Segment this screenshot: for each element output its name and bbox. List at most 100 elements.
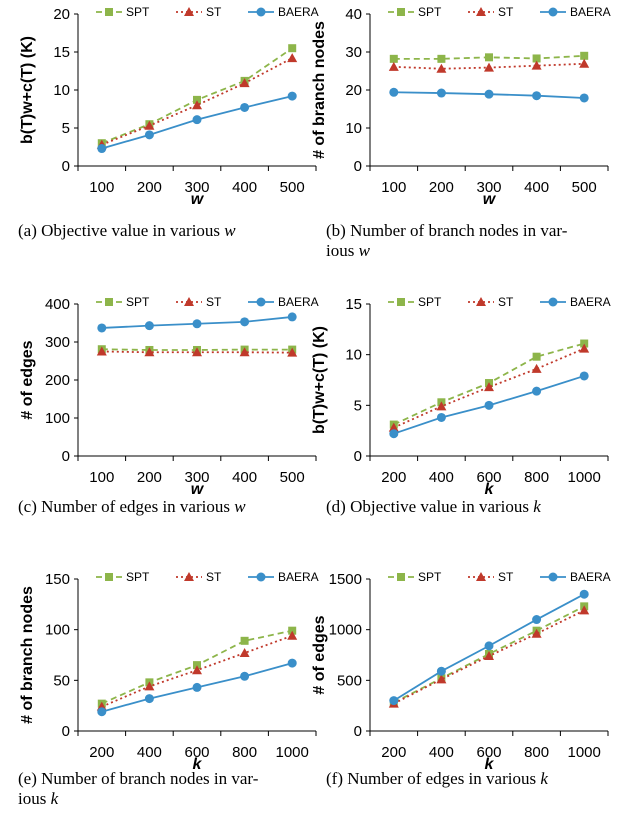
panel-caption-line2: ious k xyxy=(18,789,59,808)
data-point-baera xyxy=(484,89,494,99)
legend-label-st: ST xyxy=(498,295,514,309)
data-point-baera xyxy=(240,671,250,681)
x-tick-label: 500 xyxy=(572,179,597,196)
data-point-baera xyxy=(144,130,154,140)
data-point-baera xyxy=(287,312,297,322)
x-tick-label: 500 xyxy=(280,469,305,486)
legend-marker xyxy=(476,572,486,581)
x-tick-label: 500 xyxy=(280,179,305,196)
y-tick-label: 15 xyxy=(53,44,70,61)
x-tick-label: 400 xyxy=(524,179,549,196)
x-axis-title: w xyxy=(483,191,497,208)
data-point-baera xyxy=(436,666,446,676)
legend-label-st: ST xyxy=(206,570,222,584)
data-point-baera xyxy=(579,589,589,599)
data-point-baera xyxy=(389,429,399,439)
x-tick-label: 200 xyxy=(429,179,454,196)
caption-text: Number of branch nodes in var- xyxy=(41,769,259,788)
data-point-st xyxy=(484,62,494,72)
chart-panel-d: 0 5 10 15 200 400 600 800 1000 k b(T)w+c(T) (K) SPT… xyxy=(311,295,611,516)
data-point-st xyxy=(239,347,250,357)
data-point-st xyxy=(531,60,542,70)
y-tick-label: 15 xyxy=(345,296,362,313)
y-tick-label: 100 xyxy=(45,622,70,639)
y-tick-label: 200 xyxy=(45,372,70,389)
data-point-st xyxy=(192,100,202,110)
data-point-spt xyxy=(580,339,589,348)
y-tick-label: 50 xyxy=(53,672,70,689)
x-axis-title: k xyxy=(485,756,495,773)
caption-variable: w xyxy=(359,241,371,260)
legend-label-baera: BAERA xyxy=(570,570,611,584)
legend-label-spt: SPT xyxy=(418,295,442,309)
y-tick-label: 0 xyxy=(62,723,70,740)
x-tick-label: 300 xyxy=(184,469,209,486)
y-tick-label: 100 xyxy=(45,410,70,427)
caption-variable: k xyxy=(540,769,548,788)
y-tick-label: 400 xyxy=(45,296,70,313)
x-tick-label: 200 xyxy=(137,179,162,196)
y-tick-label: 10 xyxy=(345,347,362,364)
data-point-st xyxy=(484,651,494,661)
x-tick-label: 1000 xyxy=(276,744,309,761)
data-point-spt xyxy=(389,54,398,63)
chart-panel-a: 0 5 10 15 20 100 200 300 400 500 w b(T)w+c(T) (K) SP… xyxy=(18,5,319,240)
data-point-st xyxy=(531,363,542,373)
legend-marker xyxy=(184,7,194,16)
caption-text-cont: ious xyxy=(18,789,46,808)
legend-label-st: ST xyxy=(206,295,222,309)
legend-marker xyxy=(397,573,405,581)
data-point-spt xyxy=(437,54,446,63)
legend: SPT ST BAERA xyxy=(96,5,319,19)
caption-text: Objective value in various xyxy=(41,221,220,240)
data-point-baera xyxy=(579,371,589,381)
data-point-baera xyxy=(389,87,399,97)
y-axis-title: # of branch nodes xyxy=(19,586,36,724)
x-axis-title: w xyxy=(191,481,205,498)
data-point-st xyxy=(579,58,590,68)
legend-marker xyxy=(548,572,558,582)
legend-marker xyxy=(105,573,113,581)
data-point-st xyxy=(388,422,399,432)
y-tick-label: 0 xyxy=(354,158,362,175)
panel-caption: (d) Objective value in various k xyxy=(326,497,541,516)
x-tick-label: 100 xyxy=(89,179,114,196)
caption-label: (f) xyxy=(326,769,343,788)
legend-marker xyxy=(476,297,486,306)
data-point-st xyxy=(239,647,250,657)
legend-label-spt: SPT xyxy=(126,570,150,584)
y-axis-title: b(T)w+c(T) (K) xyxy=(311,326,328,434)
data-point-baera xyxy=(192,682,202,692)
legend-marker xyxy=(548,7,558,17)
x-tick-label: 300 xyxy=(184,179,209,196)
panel-caption: (f) Number of edges in various k xyxy=(326,769,548,788)
y-tick-label: 20 xyxy=(345,82,362,99)
data-point-st xyxy=(287,630,298,640)
legend-label-spt: SPT xyxy=(418,570,442,584)
chart-panel-c: 0 100 200 300 400 100 200 300 400 500 w # of edges S… xyxy=(18,295,319,516)
caption-text: Number of edges in various xyxy=(41,497,230,516)
y-tick-label: 0 xyxy=(354,723,362,740)
legend-marker xyxy=(476,7,486,16)
caption-text: Number of branch nodes in var- xyxy=(350,221,568,240)
data-point-spt xyxy=(532,54,541,63)
data-point-st xyxy=(239,78,250,88)
data-point-spt xyxy=(288,44,297,53)
legend-marker xyxy=(105,8,113,16)
y-tick-label: 30 xyxy=(345,44,362,61)
data-point-baera xyxy=(532,91,542,101)
data-point-st xyxy=(484,382,494,392)
x-tick-label: 200 xyxy=(381,469,406,486)
x-tick-label: 800 xyxy=(524,469,549,486)
y-tick-label: 1000 xyxy=(329,622,362,639)
data-point-st xyxy=(96,346,107,356)
panel-caption: (e) Number of branch nodes in var- xyxy=(18,769,259,788)
caption-variable: w xyxy=(224,221,236,240)
data-point-spt xyxy=(288,626,297,635)
data-point-spt xyxy=(193,95,201,104)
panel-caption: (b) Number of branch nodes in var- xyxy=(326,221,568,240)
data-point-baera xyxy=(484,400,494,410)
data-point-st xyxy=(144,681,155,691)
x-tick-label: 1000 xyxy=(568,744,601,761)
